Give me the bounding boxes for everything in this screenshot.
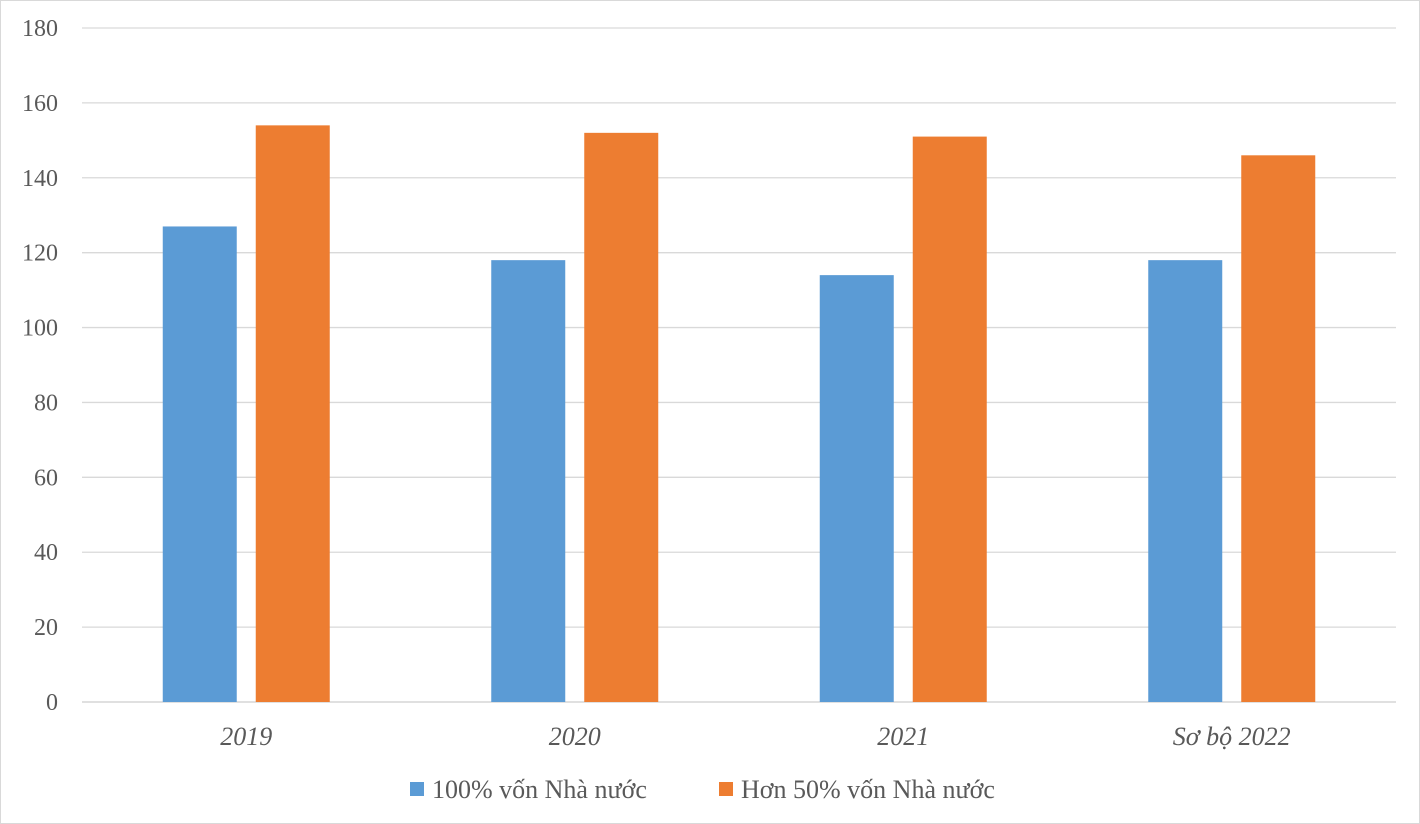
x-tick-label: 2020 [549, 722, 601, 751]
bar-series-2 [912, 136, 987, 703]
y-axis-ticks: 0 20 40 60 80 100 120 140 160 180 [22, 16, 58, 716]
y-tick-label: 180 [22, 16, 58, 42]
y-tick-label: 160 [22, 91, 58, 117]
bar-series-2 [255, 125, 330, 703]
bar-series-2 [1241, 155, 1316, 703]
bar-series-1 [1148, 260, 1223, 702]
bar-series-1 [162, 226, 237, 702]
bar-series-2 [584, 132, 659, 702]
y-tick-label: 40 [34, 540, 58, 566]
y-tick-label: 100 [22, 316, 58, 342]
x-tick-label: 2019 [220, 722, 272, 751]
y-tick-label: 80 [34, 390, 58, 416]
y-tick-label: 140 [22, 166, 58, 192]
legend-swatch [719, 782, 733, 796]
legend-label: Hơn 50% vốn Nhà nước [741, 775, 995, 804]
legend-swatch [410, 782, 424, 796]
x-tick-label: 2021 [877, 722, 929, 751]
bars [162, 125, 1316, 703]
y-tick-label: 120 [22, 241, 58, 267]
y-tick-label: 60 [34, 465, 58, 491]
x-axis-ticks: 2019 2020 2021 Sơ bộ 2022 [220, 722, 1290, 751]
x-tick-label: Sơ bộ 2022 [1173, 722, 1291, 751]
legend-label: 100% vốn Nhà nước [432, 775, 647, 804]
y-tick-label: 0 [46, 690, 58, 716]
legend: 100% vốn Nhà nước Hơn 50% vốn Nhà nước [410, 775, 995, 804]
bar-series-1 [491, 260, 566, 702]
y-tick-label: 20 [34, 615, 58, 641]
bar-series-1 [819, 275, 894, 702]
